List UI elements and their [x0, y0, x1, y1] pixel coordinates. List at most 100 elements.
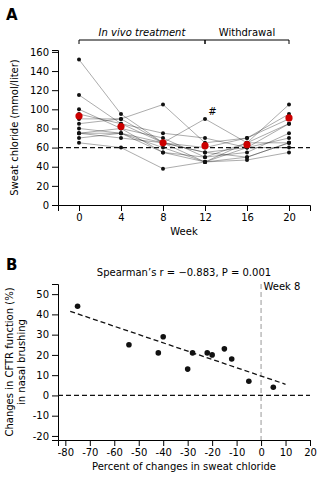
point — [203, 155, 207, 159]
point — [287, 136, 291, 140]
point — [126, 342, 132, 348]
point — [222, 346, 228, 352]
tick: 10 — [36, 370, 58, 381]
point — [77, 93, 81, 97]
point — [203, 117, 207, 121]
tick-label: -80 — [58, 447, 74, 458]
plot-area — [58, 284, 310, 440]
y-axis-title-line: Sweat chloride (mmol/liter) — [9, 59, 20, 196]
point — [185, 366, 191, 372]
series-points — [77, 103, 291, 145]
tick: 80 — [36, 123, 58, 134]
tick: 50 — [36, 289, 58, 300]
point — [245, 158, 249, 162]
tick-label: 0 — [43, 390, 49, 401]
tick-mark — [65, 440, 66, 446]
bracket-label: Withdrawal — [219, 27, 275, 38]
point — [203, 155, 207, 159]
series-line — [79, 105, 289, 162]
point — [245, 136, 249, 140]
point — [77, 122, 81, 126]
tick-label: -50 — [131, 447, 147, 458]
point — [203, 150, 207, 154]
tick: 0 — [258, 440, 264, 458]
tick-label: 120 — [30, 85, 49, 96]
x-axis-title: Week — [170, 226, 198, 237]
tick: 20 — [36, 181, 58, 192]
point — [203, 160, 207, 164]
tick-label: -30 — [180, 447, 196, 458]
tick: 8 — [160, 205, 166, 223]
point — [246, 378, 252, 384]
tick-mark — [52, 395, 58, 396]
point — [287, 122, 291, 126]
tick-label: 10 — [36, 370, 49, 381]
point — [77, 131, 81, 135]
point — [287, 141, 291, 145]
series-line — [79, 60, 289, 158]
annotation: # — [208, 106, 216, 117]
y-axis: -20-1001020304050 — [33, 285, 59, 442]
tick: 20 — [36, 350, 58, 361]
tick-mark — [289, 205, 290, 211]
point — [204, 350, 210, 356]
point — [190, 350, 196, 356]
point — [161, 150, 165, 154]
tick-mark — [52, 52, 58, 53]
point — [161, 167, 165, 171]
chart-canvas: 048121620020406080100120140160In vivo tr… — [0, 0, 322, 500]
point — [287, 141, 291, 145]
point — [119, 112, 123, 116]
tick-mark — [188, 440, 189, 446]
y-axis-title: Sweat chloride (mmol/liter) — [9, 59, 20, 196]
mean-point — [159, 139, 166, 146]
mean-point — [117, 123, 124, 130]
y-axis: 020406080100120140160 — [30, 47, 59, 211]
series-line — [79, 109, 289, 162]
x-axis: 048121620 — [59, 205, 311, 223]
point — [119, 131, 123, 135]
tick-mark — [52, 186, 58, 187]
point — [287, 103, 291, 107]
point — [75, 303, 81, 309]
tick-mark — [52, 416, 58, 417]
tick-label: 20 — [36, 350, 49, 361]
point — [119, 136, 123, 140]
tick-label: 50 — [36, 289, 49, 300]
tick: 12 — [199, 205, 212, 223]
tick: -20 — [204, 440, 220, 458]
point — [77, 126, 81, 130]
tick-label: 80 — [36, 123, 49, 134]
tick-mark — [52, 167, 58, 168]
scatter-points — [75, 303, 276, 390]
tick-mark — [52, 128, 58, 129]
tick-label: 20 — [283, 212, 296, 223]
bracket-label: In vivo treatment — [99, 27, 187, 38]
y-axis-title-line: Changes in CFTR function (%) — [4, 287, 15, 436]
point — [160, 334, 166, 340]
tick: 20 — [304, 440, 317, 458]
point — [271, 385, 277, 391]
point — [203, 136, 207, 140]
series-line — [79, 114, 289, 147]
series-points — [77, 112, 291, 149]
tick-mark — [52, 335, 58, 336]
tick: 60 — [36, 142, 58, 153]
mean-point — [285, 114, 292, 121]
tick-mark — [286, 440, 287, 446]
mean-point — [75, 112, 82, 119]
point — [161, 131, 165, 135]
tick-label: -10 — [229, 447, 245, 458]
tick-mark — [310, 440, 311, 446]
point — [203, 150, 207, 154]
tick: -10 — [229, 440, 245, 458]
tick-mark — [163, 205, 164, 211]
axis-line — [52, 285, 59, 441]
tick-label: 0 — [76, 212, 82, 223]
tick-label: 10 — [280, 447, 293, 458]
tick: 30 — [36, 329, 58, 340]
point — [77, 141, 81, 145]
axis-line — [59, 206, 311, 212]
series-points — [77, 112, 291, 145]
chart-title: Spearman’s r = −0.883, P = 0.001 — [97, 267, 271, 278]
